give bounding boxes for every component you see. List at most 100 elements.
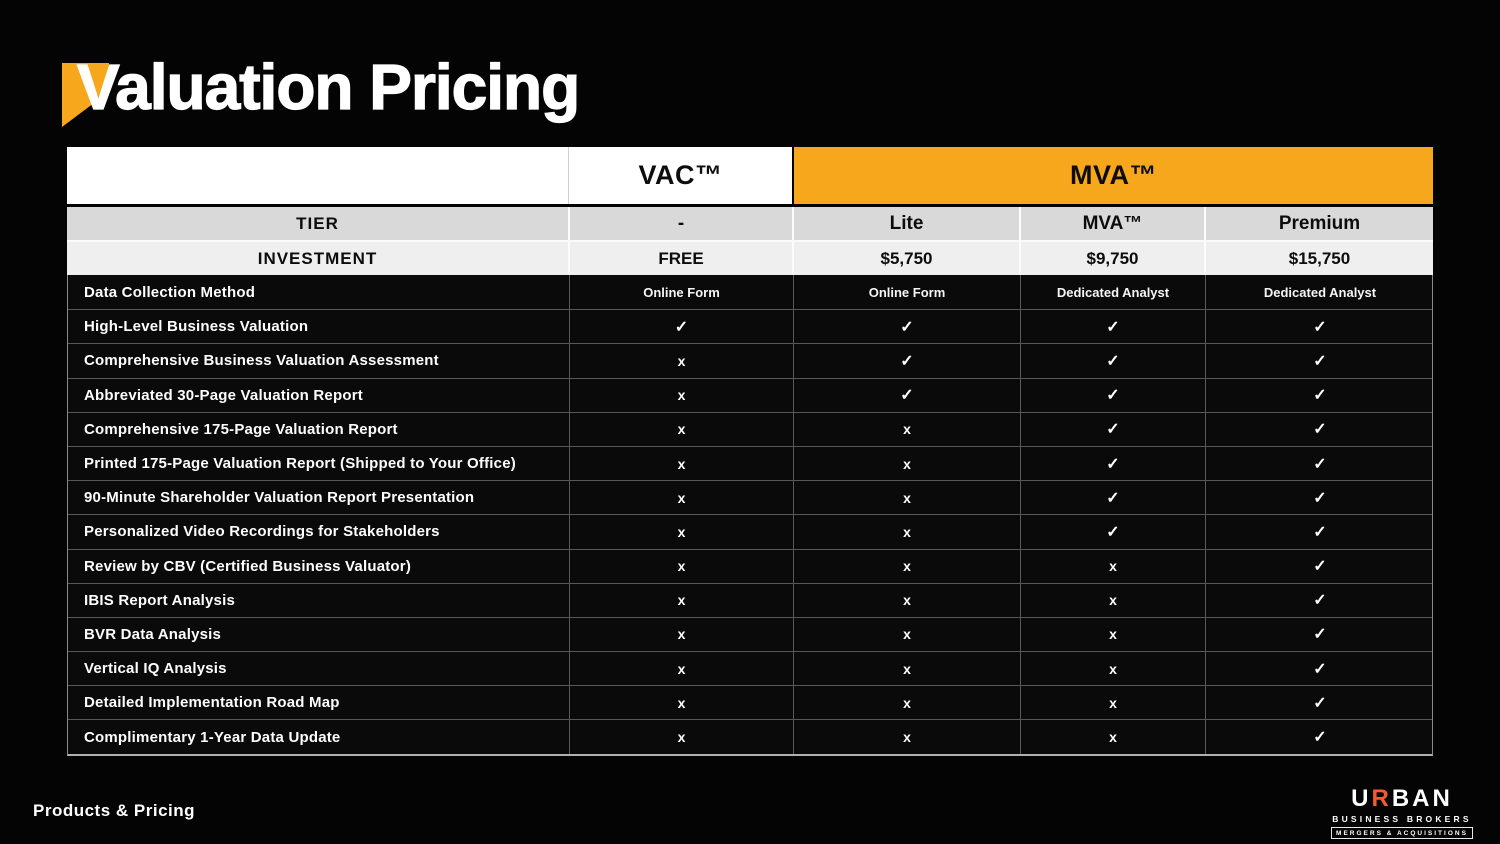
feature-label: Complimentary 1-Year Data Update (84, 728, 341, 746)
slide-footer-label: Products & Pricing (33, 801, 196, 820)
investment-value: $5,750 (880, 248, 933, 268)
feature-row: BVR Data Analysis x x x ✓ (68, 616, 1432, 652)
feature-value-text: x (1109, 626, 1117, 643)
check-mark: ✓ (1020, 378, 1205, 412)
feature-value-text: x (1109, 660, 1117, 677)
tier-row-label: TIER (296, 213, 339, 233)
feature-value-text: x (903, 660, 911, 677)
feature-label: Data Collection Method (84, 283, 256, 301)
investment-cell-mva: $9,750 (1019, 242, 1204, 275)
check-mark: ✓ (1020, 481, 1205, 515)
check-mark: ✓ (793, 310, 1020, 344)
header-blank-cell (67, 147, 568, 204)
cross-mark: x (569, 378, 793, 412)
feature-value-text: x (903, 729, 911, 746)
feature-label: 90-Minute Shareholder Valuation Report P… (84, 489, 475, 507)
tier-value: - (677, 212, 685, 234)
cross-mark: x (569, 481, 793, 515)
check-mark: ✓ (1205, 344, 1434, 378)
feature-value-text: Dedicated Analyst (1056, 284, 1170, 300)
feature-value-text: ✓ (1106, 421, 1120, 439)
feature-value-text: x (903, 592, 911, 609)
investment-cell-lite: $5,750 (792, 242, 1019, 275)
feature-value-text: x (1109, 592, 1117, 609)
logo-subtitle: BUSINESS BROKERS (1332, 814, 1472, 824)
investment-cell-premium: $15,750 (1204, 242, 1433, 275)
page-title: Valuation Pricing (76, 51, 581, 123)
feature-value-text: x (903, 421, 911, 438)
feature-value-text: x (677, 489, 686, 506)
tier-value: Lite (889, 212, 924, 234)
feature-value-text: ✓ (900, 387, 914, 405)
investment-row: INVESTMENT FREE $5,750 $9,750 $15,750 (67, 242, 1433, 275)
feature-label: Personalized Video Recordings for Stakeh… (84, 523, 440, 541)
cross-mark: x (793, 583, 1020, 617)
feature-row: High-Level Business Valuation ✓ ✓ ✓ ✓ (68, 309, 1432, 344)
feature-value: Dedicated Analyst (1205, 275, 1434, 310)
header-vac-cell: VAC™ (568, 147, 792, 204)
check-mark: ✓ (1205, 446, 1434, 481)
cross-mark: x (793, 481, 1020, 515)
logo-letter: BAN (1391, 785, 1453, 812)
check-mark: ✓ (1205, 686, 1434, 720)
feature-value-text: x (677, 660, 686, 677)
check-mark: ✓ (1205, 378, 1434, 412)
tier-value: MVA™ (1082, 212, 1143, 234)
feature-value-text: x (903, 455, 911, 472)
cross-mark: x (793, 515, 1020, 549)
feature-value-text: x (677, 523, 686, 540)
feature-row: Printed 175-Page Valuation Report (Shipp… (68, 445, 1434, 481)
check-mark: ✓ (1020, 310, 1205, 344)
check-mark: ✓ (793, 344, 1020, 378)
feature-value-text: ✓ (1313, 387, 1327, 405)
feature-value-text: ✓ (1313, 352, 1327, 370)
feature-row: Comprehensive Business Valuation Assessm… (68, 343, 1434, 378)
feature-value-text: x (1109, 694, 1117, 711)
feature-value-text: ✓ (1106, 455, 1120, 473)
feature-row: Vertical IQ Analysis x x x ✓ (68, 651, 1434, 686)
feature-value-text: x (677, 626, 686, 643)
feature-value-text: ✓ (900, 318, 914, 336)
cross-mark: x (1020, 686, 1205, 720)
mva-product-label: MVA™ (1070, 160, 1157, 190)
cross-mark: x (569, 412, 793, 446)
check-mark: ✓ (1020, 446, 1205, 481)
feature-row: Comprehensive 175-Page Valuation Report x… (68, 411, 1434, 446)
feature-value-text: ✓ (1313, 489, 1327, 507)
feature-value-text: ✓ (900, 352, 914, 370)
check-mark: ✓ (1205, 652, 1434, 686)
feature-label: Printed 175-Page Valuation Report (Shipp… (84, 455, 516, 473)
check-mark: ✓ (1020, 515, 1205, 549)
investment-cell-vac: FREE (568, 242, 792, 275)
feature-value-text: ✓ (1313, 421, 1327, 439)
feature-row: IBIS Report Analysis x x x ✓ (68, 582, 1432, 617)
feature-row: Abbreviated 30-Page Valuation Report x ✓ ✓ ✓ (68, 377, 1434, 412)
feature-value: Online Form (569, 275, 793, 310)
feature-value-text: x (677, 592, 686, 609)
feature-value-text: x (677, 387, 686, 404)
cross-mark: x (569, 515, 793, 549)
cross-mark: x (569, 344, 793, 378)
cross-mark: x (793, 412, 1020, 446)
feature-value-text: ✓ (1313, 455, 1327, 473)
tier-cell-premium: Premium (1204, 207, 1433, 240)
feature-value-text: x (677, 352, 686, 369)
cross-mark: x (1020, 583, 1205, 617)
check-mark: ✓ (1205, 549, 1434, 583)
feature-value-text: ✓ (1313, 626, 1327, 644)
feature-row: Review by CBV (Certified Business Valuat… (68, 548, 1434, 583)
feature-value-text: x (677, 455, 686, 472)
feature-label: High-Level Business Valuation (84, 318, 309, 336)
feature-row: Complimentary 1-Year Data Update x x x ✓ (68, 719, 1432, 754)
cross-mark: x (1020, 652, 1205, 686)
feature-value-text: Dedicated Analyst (1263, 284, 1377, 300)
feature-value-text: ✓ (1106, 352, 1120, 370)
feature-row: Personalized Video Recordings for Stakeh… (68, 514, 1432, 549)
feature-label: Review by CBV (Certified Business Valuat… (84, 557, 412, 575)
cross-mark: x (793, 720, 1020, 754)
feature-label: IBIS Report Analysis (84, 591, 235, 609)
feature-value-text: ✓ (1106, 489, 1120, 507)
check-mark: ✓ (1205, 412, 1434, 446)
cross-mark: x (569, 583, 793, 617)
feature-value-text: x (677, 558, 686, 575)
